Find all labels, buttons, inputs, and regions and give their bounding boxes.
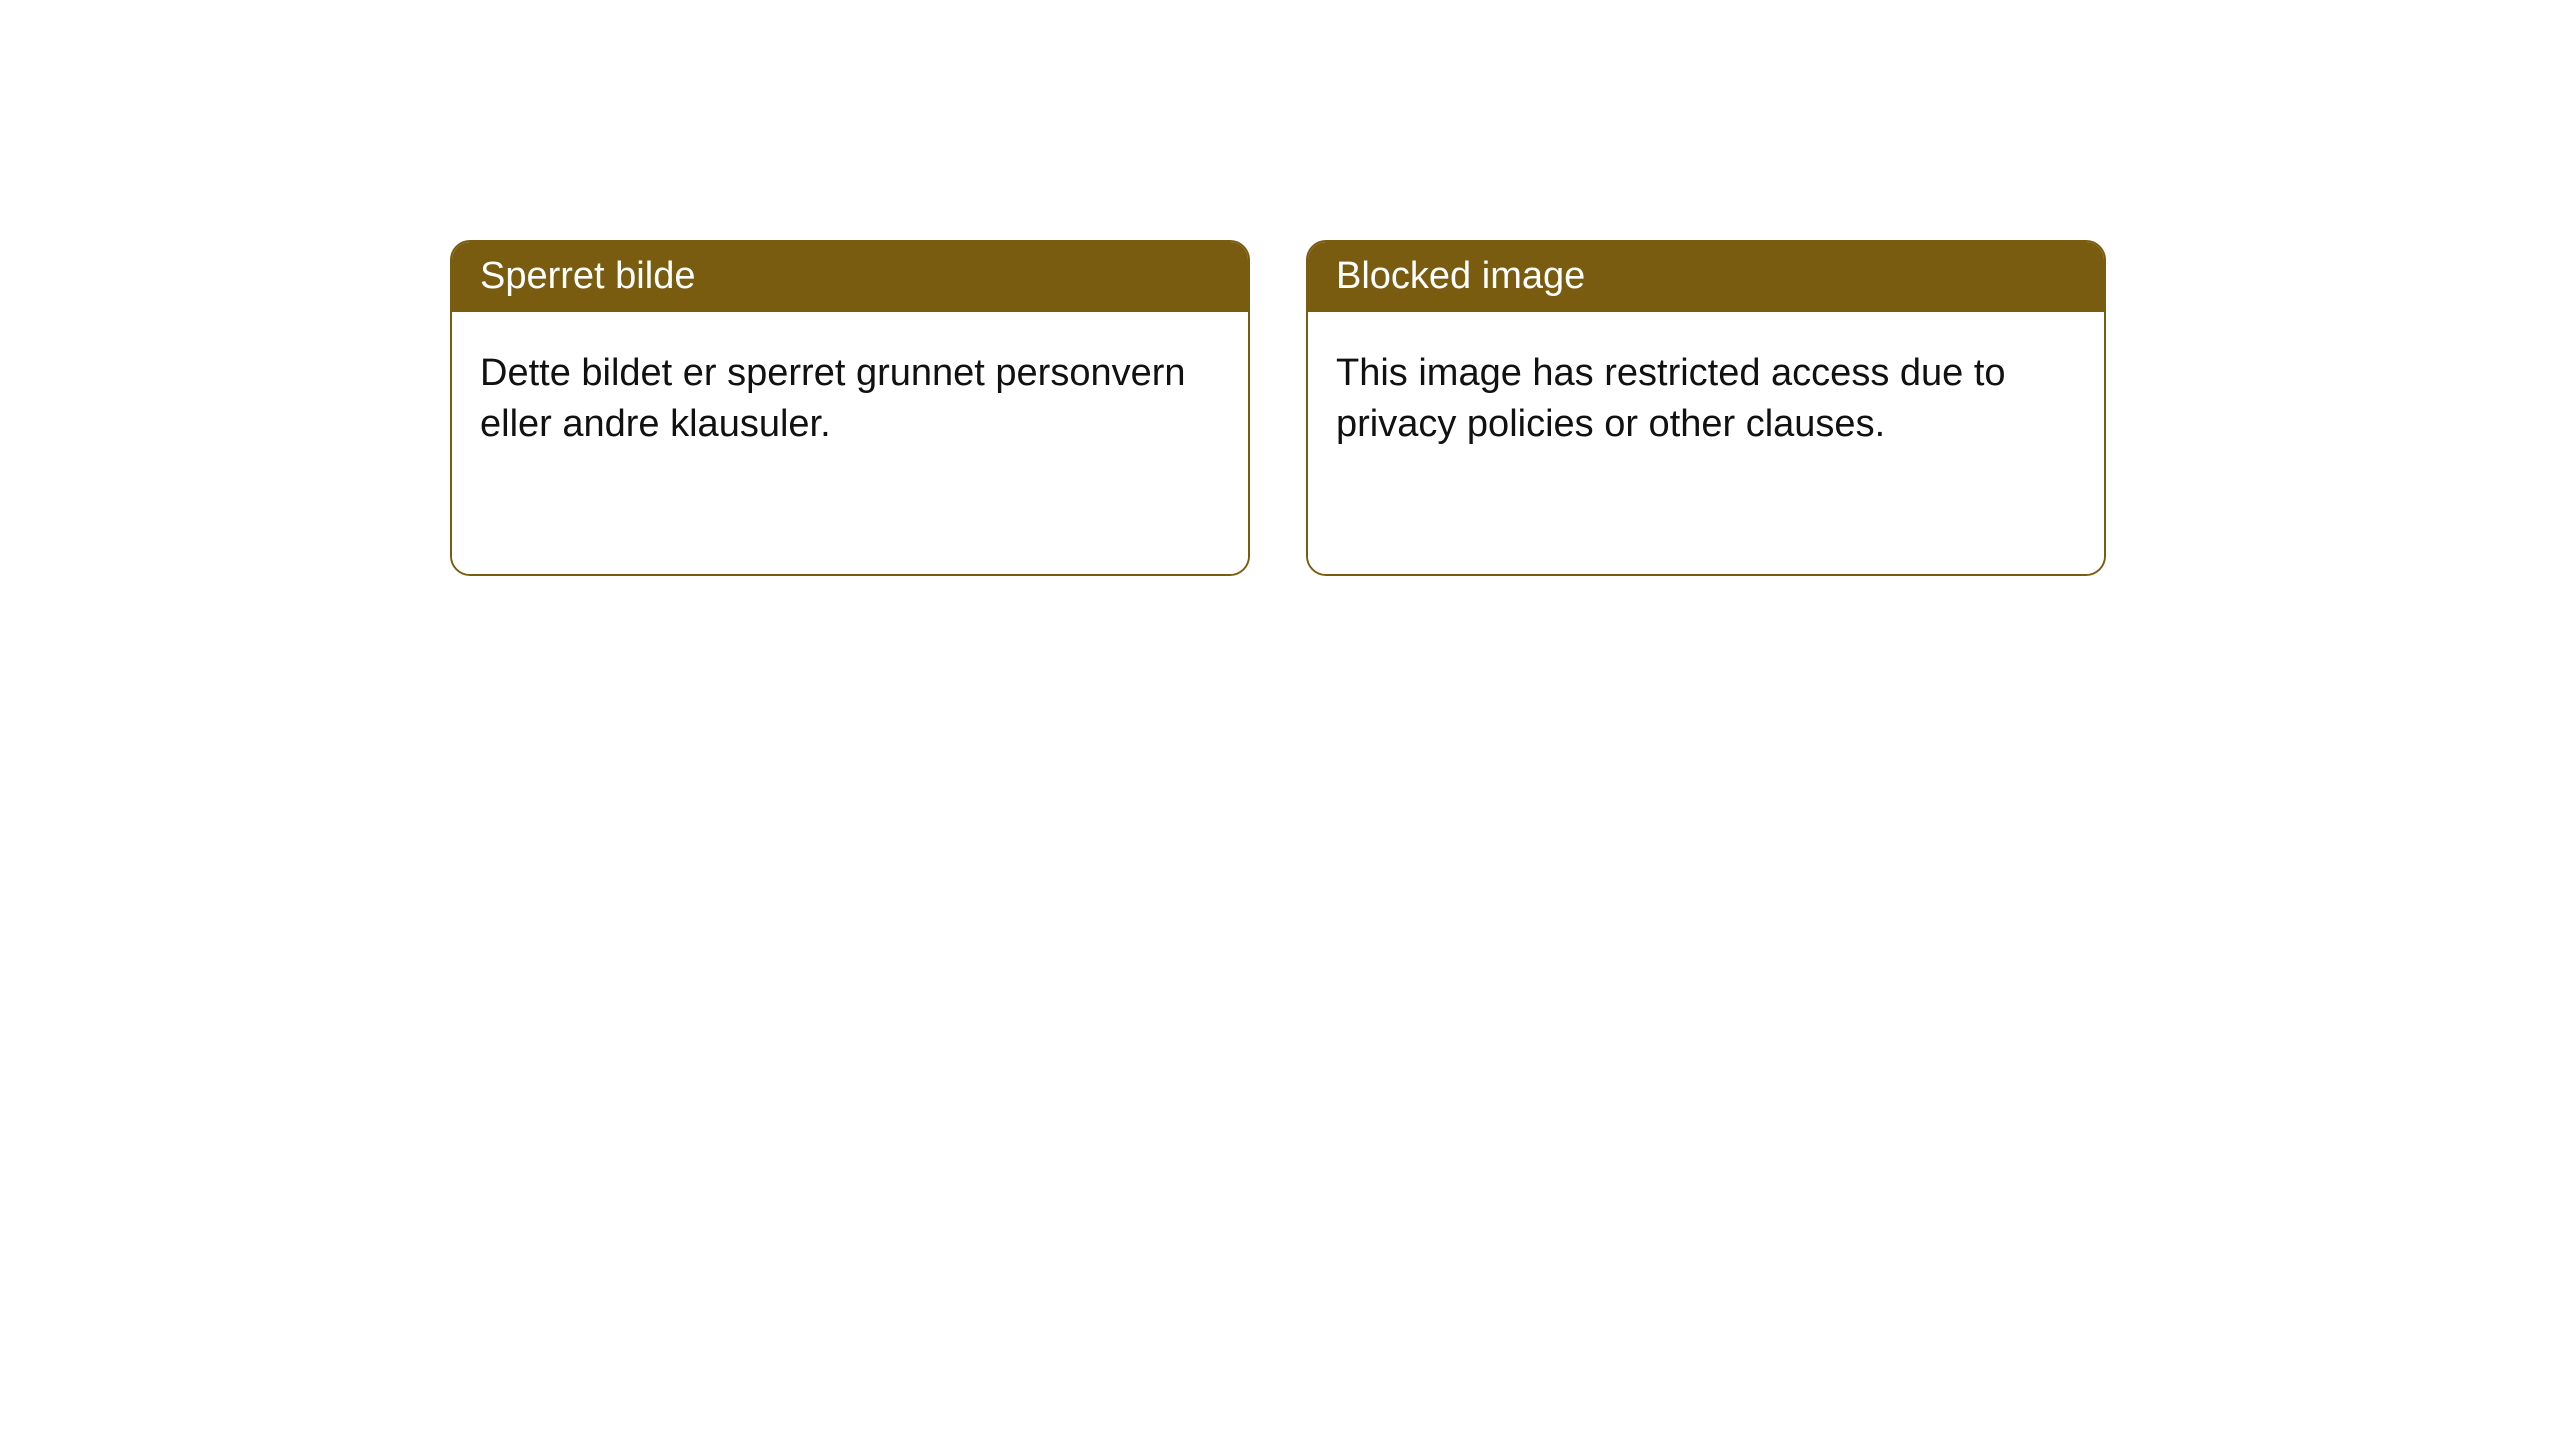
notice-container: Sperret bilde Dette bildet er sperret gr…: [450, 240, 2106, 576]
notice-body-no: Dette bildet er sperret grunnet personve…: [452, 312, 1248, 574]
notice-title-no: Sperret bilde: [452, 242, 1248, 312]
notice-card-no: Sperret bilde Dette bildet er sperret gr…: [450, 240, 1250, 576]
notice-card-en: Blocked image This image has restricted …: [1306, 240, 2106, 576]
notice-title-en: Blocked image: [1308, 242, 2104, 312]
notice-body-en: This image has restricted access due to …: [1308, 312, 2104, 574]
